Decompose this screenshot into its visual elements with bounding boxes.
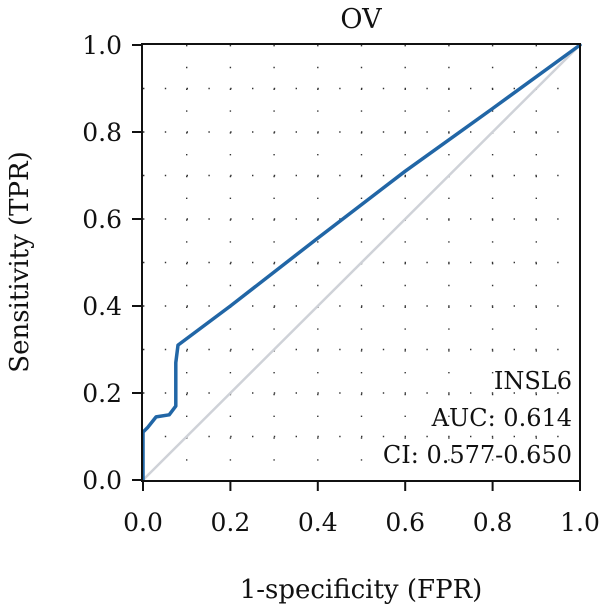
x-axis: 0.0 0.2 0.4 0.6 0.8 1.0 <box>123 481 600 537</box>
roc-curve-line <box>141 43 582 482</box>
plot-frame <box>141 43 581 482</box>
y-tick-label: 0.0 <box>82 466 122 495</box>
x-tick-label: 1.0 <box>560 508 600 537</box>
legend-gene: INSL6 <box>494 367 572 395</box>
y-axis-label: Sensitivity (TPR) <box>5 151 35 372</box>
x-tick-label: 0.0 <box>123 508 163 537</box>
y-axis: 0.0 0.2 0.4 0.6 0.8 1.0 <box>82 31 142 495</box>
y-tick-label: 0.2 <box>82 379 122 408</box>
reference-diagonal-line <box>142 44 581 481</box>
x-axis-label: 1-specificity (FPR) <box>240 575 483 605</box>
diagonal-layer <box>142 44 581 481</box>
x-tick-label: 0.4 <box>298 508 338 537</box>
roc-curve-layer <box>141 43 582 482</box>
y-tick-label: 0.4 <box>82 292 122 321</box>
x-tick-label: 0.8 <box>473 508 513 537</box>
chart-title: OV <box>340 4 382 35</box>
y-tick-label: 0.6 <box>82 205 122 234</box>
x-tick-label: 0.2 <box>211 508 251 537</box>
y-tick-label: 0.8 <box>82 118 122 147</box>
legend-ci: CI: 0.577-0.650 <box>383 441 572 469</box>
x-tick-label: 0.6 <box>385 508 425 537</box>
legend-auc: AUC: 0.614 <box>431 404 572 432</box>
y-tick-label: 1.0 <box>82 31 122 60</box>
